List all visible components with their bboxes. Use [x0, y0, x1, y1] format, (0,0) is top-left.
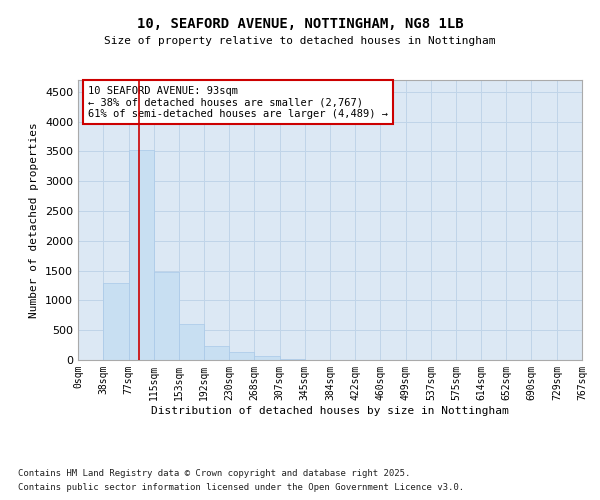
Text: 10, SEAFORD AVENUE, NOTTINGHAM, NG8 1LB: 10, SEAFORD AVENUE, NOTTINGHAM, NG8 1LB — [137, 18, 463, 32]
Text: Size of property relative to detached houses in Nottingham: Size of property relative to detached ho… — [104, 36, 496, 46]
Bar — [128, 150, 154, 360]
Bar — [204, 346, 229, 360]
Bar — [229, 352, 254, 360]
Text: Contains public sector information licensed under the Open Government Licence v3: Contains public sector information licen… — [18, 484, 464, 492]
Text: 10 SEAFORD AVENUE: 93sqm
← 38% of detached houses are smaller (2,767)
61% of sem: 10 SEAFORD AVENUE: 93sqm ← 38% of detach… — [88, 86, 388, 119]
Text: Contains HM Land Registry data © Crown copyright and database right 2025.: Contains HM Land Registry data © Crown c… — [18, 468, 410, 477]
Bar — [254, 356, 280, 360]
Bar — [154, 272, 179, 360]
Bar — [103, 283, 128, 360]
Bar — [280, 358, 305, 360]
Bar — [179, 324, 204, 360]
Y-axis label: Number of detached properties: Number of detached properties — [29, 122, 40, 318]
X-axis label: Distribution of detached houses by size in Nottingham: Distribution of detached houses by size … — [151, 406, 509, 415]
